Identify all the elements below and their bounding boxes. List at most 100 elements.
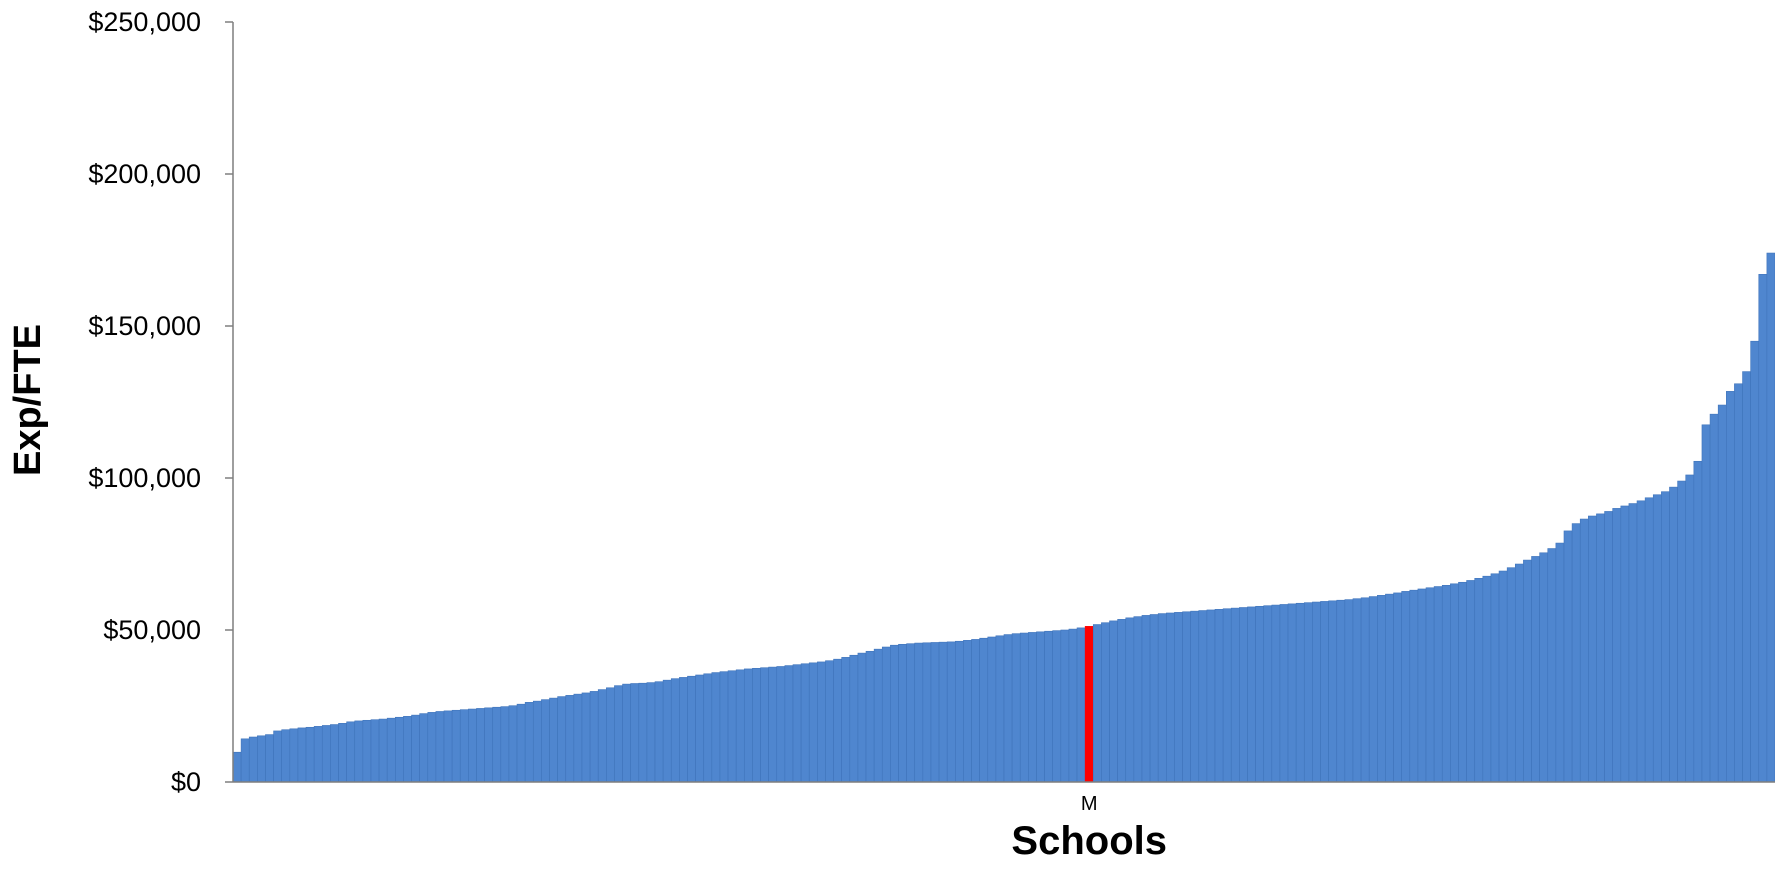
bar — [606, 687, 615, 783]
bar — [265, 734, 274, 783]
bar — [1190, 610, 1200, 783]
bar — [776, 666, 786, 783]
bar — [1036, 631, 1045, 783]
bar — [232, 751, 242, 783]
bar — [321, 725, 331, 783]
bar — [476, 708, 485, 783]
bar — [687, 675, 696, 783]
y-tick-label: $150,000 — [88, 311, 201, 341]
bar — [1239, 607, 1248, 783]
bar — [1401, 591, 1411, 783]
bar — [1742, 371, 1751, 783]
bar — [508, 705, 518, 783]
bar — [1247, 606, 1256, 783]
bar — [670, 678, 680, 783]
bar — [979, 637, 989, 783]
bar — [946, 641, 956, 783]
bar — [468, 708, 477, 783]
bar — [1320, 601, 1329, 783]
bar — [1279, 604, 1289, 783]
bar — [362, 719, 372, 783]
bar — [1149, 614, 1159, 783]
bar — [273, 730, 282, 783]
bar — [914, 642, 924, 783]
bar — [581, 692, 591, 783]
bar — [987, 636, 997, 783]
bar — [516, 703, 526, 783]
bars-layer — [232, 252, 1775, 783]
bar — [679, 677, 688, 783]
bar — [289, 728, 299, 783]
bar — [1052, 630, 1062, 783]
bar — [703, 673, 713, 783]
bar — [1182, 611, 1191, 783]
bar — [484, 707, 494, 783]
bar — [411, 714, 420, 783]
bar — [638, 682, 648, 783]
bar — [938, 641, 948, 783]
bar — [1482, 575, 1492, 783]
bar — [955, 640, 964, 783]
bar — [524, 702, 534, 783]
bar — [1579, 518, 1589, 783]
bar — [378, 718, 388, 783]
bar — [1661, 491, 1670, 783]
bar — [565, 695, 575, 783]
bar — [1596, 513, 1605, 783]
bar — [1523, 559, 1532, 783]
bar — [1563, 530, 1573, 783]
bar — [1531, 556, 1540, 783]
bar — [1628, 503, 1638, 783]
bar — [1344, 599, 1354, 783]
bar — [800, 663, 810, 783]
bar — [865, 650, 875, 783]
bar — [1441, 585, 1451, 783]
bar — [1466, 580, 1476, 783]
bar — [1709, 413, 1719, 783]
bar — [857, 652, 867, 783]
bar — [784, 665, 794, 783]
bar — [735, 669, 745, 783]
bar — [1044, 630, 1053, 783]
bar — [825, 660, 834, 783]
bar — [614, 685, 623, 783]
bar — [1717, 404, 1727, 783]
bar — [1734, 383, 1743, 783]
bar — [727, 670, 737, 783]
bar — [873, 648, 883, 783]
bar — [1425, 587, 1435, 783]
bar — [281, 729, 291, 783]
bar — [971, 639, 980, 783]
bar — [500, 706, 510, 783]
bar — [1352, 598, 1362, 783]
bar — [792, 664, 802, 783]
bar — [305, 726, 315, 783]
y-axis-title: Exp/FTE — [7, 324, 49, 476]
bar — [1174, 612, 1183, 783]
bar — [1758, 274, 1768, 783]
bar — [1604, 511, 1613, 783]
bar — [711, 672, 721, 783]
bar — [995, 635, 1005, 783]
bar — [1368, 596, 1378, 783]
bar — [240, 738, 250, 783]
bar — [1141, 615, 1151, 783]
bar — [573, 693, 583, 783]
bar — [1766, 252, 1775, 783]
bar — [1125, 617, 1135, 783]
bar — [1230, 607, 1240, 783]
bar — [541, 699, 550, 783]
x-tick-labels: M — [1081, 793, 1098, 815]
bar — [1287, 603, 1297, 783]
bar — [841, 657, 851, 783]
axes-layer — [232, 22, 1775, 783]
bar — [395, 716, 404, 783]
bar — [760, 667, 769, 783]
bar — [1101, 622, 1110, 783]
bar — [1360, 597, 1370, 783]
bar — [1750, 340, 1760, 783]
bar — [1133, 616, 1143, 783]
bar — [1206, 609, 1216, 783]
bar — [330, 724, 339, 783]
bar — [1109, 620, 1118, 783]
